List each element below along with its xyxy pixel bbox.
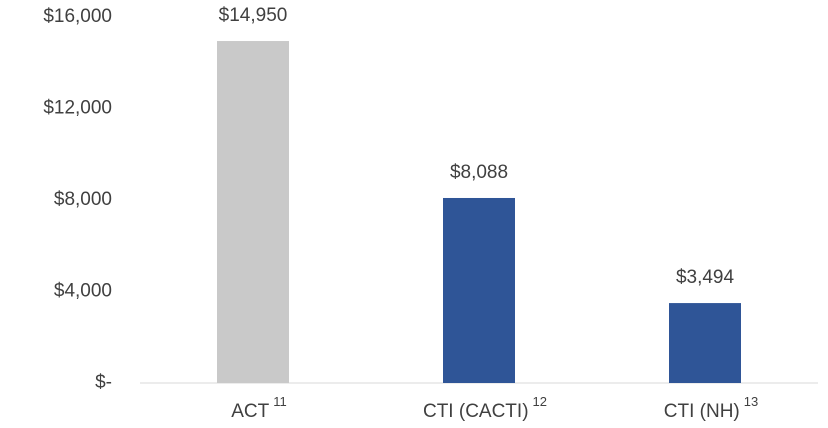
value-label: $8,088 bbox=[450, 162, 508, 183]
bar bbox=[669, 303, 741, 383]
x-tick-label: CTI (CACTI) 12 bbox=[423, 394, 547, 422]
footnote-marker: 12 bbox=[533, 394, 547, 409]
category-name: CTI (CACTI) bbox=[423, 401, 529, 422]
y-tick-label: $8,000 bbox=[54, 189, 112, 210]
x-tick-label: ACT 11 bbox=[231, 394, 287, 422]
footnote-marker: 11 bbox=[273, 394, 287, 409]
y-tick-label: $- bbox=[95, 372, 112, 393]
x-tick-label: CTI (NH) 13 bbox=[664, 394, 758, 422]
y-tick-label: $12,000 bbox=[43, 98, 112, 119]
value-label: $14,950 bbox=[219, 5, 288, 26]
bar bbox=[217, 41, 289, 384]
bar bbox=[443, 197, 515, 383]
value-label: $3,494 bbox=[676, 267, 735, 288]
footnote-marker: 13 bbox=[744, 394, 758, 409]
category-name: CTI (NH) bbox=[664, 401, 740, 422]
y-tick-label: $16,000 bbox=[43, 6, 112, 27]
y-tick-label: $4,000 bbox=[54, 281, 112, 302]
category-name: ACT bbox=[231, 401, 269, 422]
